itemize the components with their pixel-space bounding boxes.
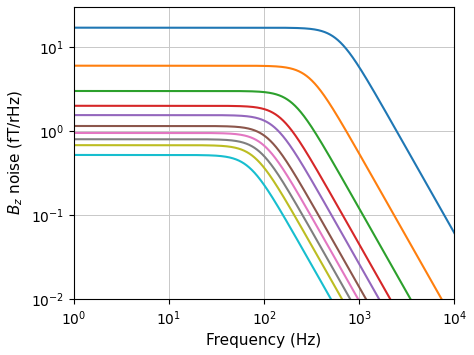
- X-axis label: Frequency (Hz): Frequency (Hz): [207, 333, 322, 348]
- Y-axis label: $B_z$ noise (fT/rHz): $B_z$ noise (fT/rHz): [7, 91, 25, 215]
